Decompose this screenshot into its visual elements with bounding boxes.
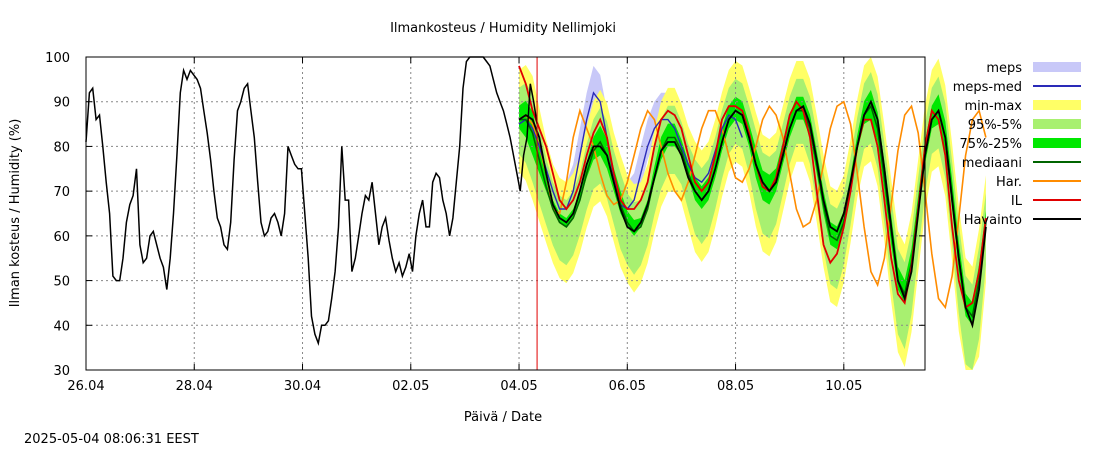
legend-label-il: IL [1011, 194, 1023, 209]
legend-label-mediaani: mediaani [962, 156, 1022, 171]
legend: meps meps-med min-max 95%-5% 75%-25% mediaani… [953, 61, 1081, 228]
legend-label-p75_25: 75%-25% [960, 137, 1022, 152]
havainto-forecast-line [518, 99, 987, 329]
y-tick-label: 70 [53, 185, 70, 200]
legend-label-meps_med: meps-med [953, 80, 1022, 95]
chart-title: Ilmankosteus / Humidity Nellimjoki [390, 21, 616, 36]
havainto-observed-line [85, 56, 538, 346]
y-tick-label: 50 [53, 275, 70, 290]
y-tick-label: 60 [53, 230, 70, 245]
legend-label-meps: meps [986, 61, 1022, 76]
legend-label-havainto: Havainto [964, 213, 1022, 228]
legend-label-har: Har. [996, 175, 1022, 190]
x-tick-label: 02.05 [392, 379, 429, 394]
y-tick-label: 40 [53, 319, 70, 334]
series-lines-layer [85, 56, 987, 370]
y-tick-label: 90 [53, 96, 70, 111]
har-line [518, 100, 987, 310]
x-tick-label: 26.04 [67, 379, 104, 394]
legend-label-p95_5: 95%-5% [968, 118, 1022, 133]
y-tick-label: 30 [53, 364, 70, 379]
x-tick-label: 10.05 [825, 379, 862, 394]
legend-label-minmax: min-max [964, 99, 1022, 114]
x-tick-label: 06.05 [609, 379, 646, 394]
meps-med-line [518, 91, 743, 210]
x-tick-label: 30.04 [284, 379, 321, 394]
x-axis-label: Päivä / Date [464, 410, 542, 425]
y-axis-label: Ilman kosteus / Humidity (%) [8, 119, 23, 308]
x-tick-label: 04.05 [500, 379, 537, 394]
legend-swatch-p75_25 [1033, 138, 1081, 148]
axes-layer: 30 40 50 60 70 80 90 100 26.04 28.04 30.04 02.05 04.… [45, 51, 925, 394]
y-tick-label: 100 [45, 51, 70, 66]
legend-swatch-meps [1033, 62, 1081, 72]
timestamp-label: 2025-05-04 08:06:31 EEST [24, 432, 199, 447]
legend-swatch-minmax [1033, 100, 1081, 110]
legend-swatch-p95_5 [1033, 119, 1081, 129]
y-tick-label: 80 [53, 140, 70, 155]
x-tick-label: 28.04 [176, 379, 213, 394]
plot-frame [85, 56, 926, 371]
x-tick-label: 08.05 [717, 379, 754, 394]
